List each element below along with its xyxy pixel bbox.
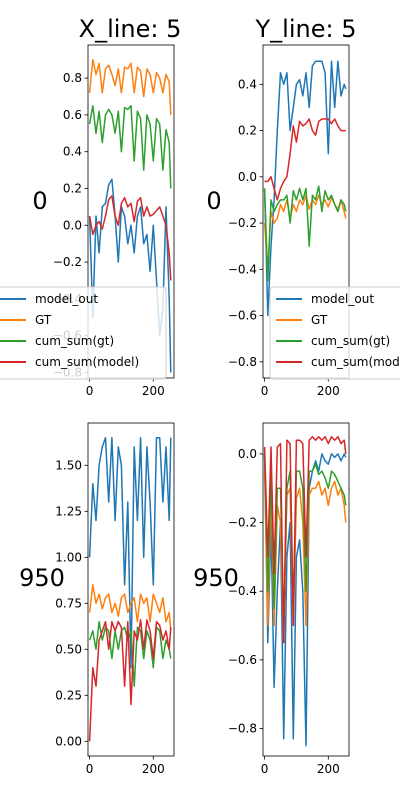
series-line-model-out bbox=[263, 60, 347, 317]
y-tick-label: 0.4 bbox=[238, 77, 257, 91]
legend-label: GT bbox=[35, 313, 52, 327]
series-line-gt bbox=[263, 471, 347, 644]
legend-label: cum_sum(gt) bbox=[35, 334, 114, 348]
y-tick-label: 0.00 bbox=[55, 734, 82, 748]
row-label-950-right: 950 bbox=[193, 564, 239, 592]
x-tick-label: 0 bbox=[261, 762, 269, 776]
y-tick-label: 0.75 bbox=[55, 596, 82, 610]
series-line-cum-sum-model- bbox=[88, 195, 172, 281]
legend-label: cum_sum(model) bbox=[311, 355, 400, 369]
series-line-cum-sum-gt- bbox=[88, 620, 172, 687]
y-tick-label: −0.2 bbox=[228, 516, 257, 530]
y-tick-label: −0.6 bbox=[228, 309, 257, 323]
x-tick-label: 200 bbox=[142, 384, 165, 398]
y-tick-label: −0.8 bbox=[228, 722, 257, 736]
y-tick-label: −0.4 bbox=[228, 262, 257, 276]
legend-label: model_out bbox=[35, 292, 98, 306]
legend-left: model_out GT cum_sum(gt) cum_sum(model) bbox=[0, 286, 167, 380]
y-tick-label: 0.0 bbox=[238, 447, 257, 461]
series-line-gt bbox=[88, 584, 172, 631]
subplot-x-line-bottom: 0.00 0.25 0.50 0.75 1.00 1.25 1.50 0 200 bbox=[55, 422, 175, 776]
series-line-cum-sum-model- bbox=[264, 118, 346, 201]
y-tick-label: 0.25 bbox=[55, 688, 82, 702]
series-line-cum-sum-model- bbox=[88, 619, 172, 742]
y-tick-label: 0.6 bbox=[63, 108, 82, 122]
series-line-cum-sum-gt- bbox=[263, 453, 347, 627]
series-line-model-out bbox=[263, 453, 347, 747]
x-tick-label: 0 bbox=[86, 762, 94, 776]
series-line-model-out bbox=[88, 436, 172, 669]
x-tick-label: 200 bbox=[317, 762, 340, 776]
row-label-0-right: 0 bbox=[206, 187, 221, 215]
legend-box bbox=[0, 286, 167, 380]
row-label-0-left: 0 bbox=[32, 187, 47, 215]
col-title-y: Y_line: 5 bbox=[255, 15, 357, 43]
y-tick-label: 0.2 bbox=[238, 124, 257, 138]
series-line-cum-sum-model- bbox=[263, 435, 347, 644]
y-tick-label: −0.6 bbox=[228, 653, 257, 667]
legend-label: model_out bbox=[311, 292, 374, 306]
y-tick-label: 1.00 bbox=[55, 550, 82, 564]
y-tick-label: 0.4 bbox=[63, 145, 82, 159]
legend-label: cum_sum(gt) bbox=[311, 334, 390, 348]
x-tick-label: 0 bbox=[86, 384, 94, 398]
axes-frame bbox=[262, 422, 350, 757]
x-tick-label: 200 bbox=[317, 384, 340, 398]
y-tick-label: 1.25 bbox=[55, 504, 82, 518]
y-tick-label: −0.4 bbox=[228, 584, 257, 598]
y-tick-label: 1.50 bbox=[55, 458, 82, 472]
legend-label: GT bbox=[311, 313, 328, 327]
x-tick-label: 0 bbox=[261, 384, 269, 398]
series-line-gt bbox=[88, 58, 172, 115]
subplot-y-line-top: −0.8 −0.6 −0.4 −0.2 0.0 0.2 0.4 0 200 bbox=[228, 44, 350, 398]
series-line-cum-sum-gt- bbox=[88, 104, 172, 189]
row-label-950-left: 950 bbox=[19, 564, 65, 592]
y-tick-label: 0.50 bbox=[55, 642, 82, 656]
y-tick-label: 0.0 bbox=[63, 218, 82, 232]
subplot-y-line-bottom: −0.8 −0.6 −0.4 −0.2 0.0 0 200 bbox=[228, 422, 350, 776]
legend-label: cum_sum(model) bbox=[35, 355, 139, 369]
y-tick-label: −0.2 bbox=[228, 216, 257, 230]
col-title-x: X_line: 5 bbox=[79, 15, 182, 43]
y-tick-label: −0.2 bbox=[53, 255, 82, 269]
axes-frame bbox=[87, 422, 175, 757]
y-tick-label: −0.8 bbox=[228, 355, 257, 369]
y-tick-label: 0.0 bbox=[238, 170, 257, 184]
y-tick-label: 0.2 bbox=[63, 182, 82, 196]
x-tick-label: 200 bbox=[142, 762, 165, 776]
legend-box bbox=[269, 286, 400, 380]
series-line-cum-sum-gt- bbox=[263, 185, 347, 282]
y-tick-label: 0.8 bbox=[63, 71, 82, 85]
legend-right: model_out GT cum_sum(gt) cum_sum(model) bbox=[269, 286, 400, 380]
